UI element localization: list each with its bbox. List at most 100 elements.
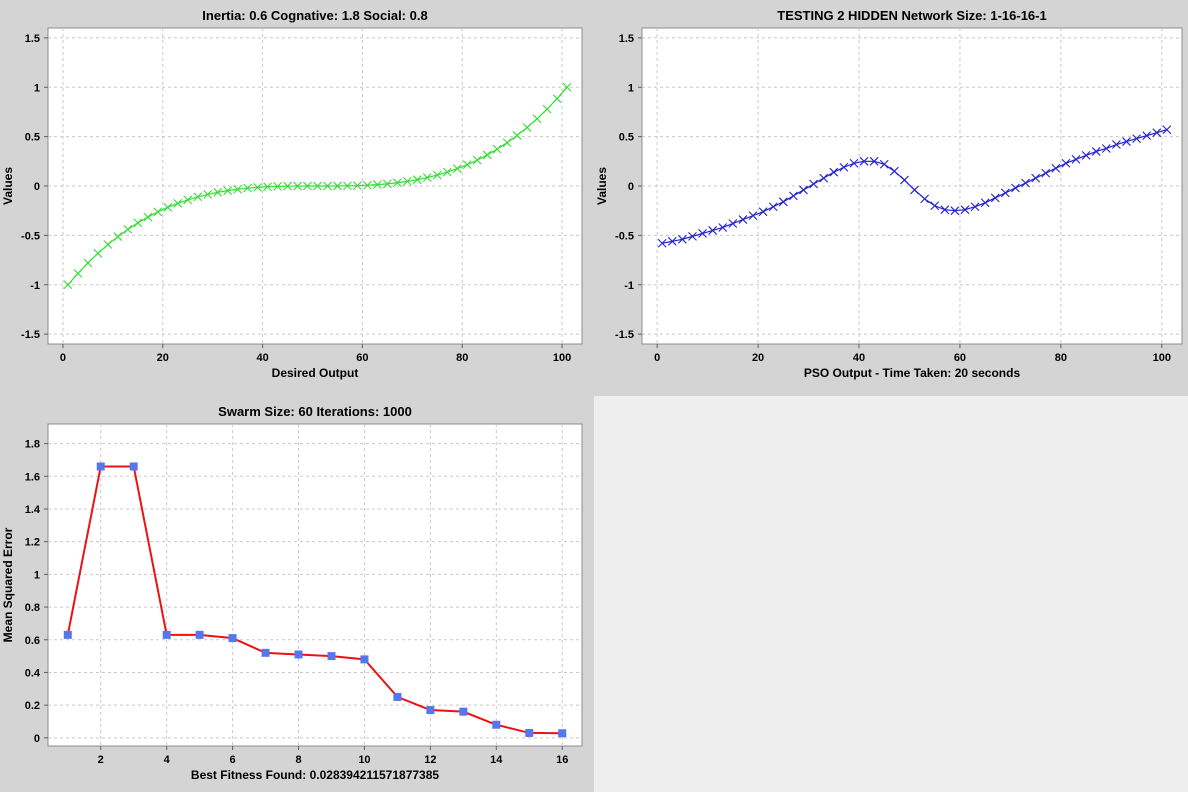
- data-point: [129, 462, 138, 471]
- data-point: [879, 159, 889, 169]
- y-axis-label: Values: [1, 167, 15, 205]
- data-point: [73, 268, 83, 278]
- desired-output-chart: 0 20 40 60 80 100 -1.5 -1 -0.5 0 0.5 1 1.5 Inertia: 0…: [1, 8, 583, 380]
- data-point: [1152, 128, 1162, 138]
- data-point: [452, 164, 462, 174]
- y-tick-label: 1.5: [619, 33, 634, 45]
- y-tick-label: 0: [628, 181, 634, 193]
- data-point: [482, 150, 492, 160]
- x-tick-label: 4: [164, 754, 171, 766]
- data-point: [532, 114, 542, 124]
- data-point: [1101, 144, 1111, 153]
- data-point: [768, 202, 778, 212]
- data-point: [343, 181, 352, 191]
- data-point: [293, 181, 302, 191]
- plot-area: [47, 423, 583, 747]
- x-tick-label: 0: [654, 352, 660, 364]
- data-point: [203, 190, 213, 199]
- data-point: [1000, 188, 1010, 198]
- desired-output-chart-panel: 0 20 40 60 80 100 -1.5 -1 -0.5 0 0.5 1 1.5 Inertia: 0…: [0, 0, 594, 396]
- data-point: [889, 166, 899, 176]
- data-point: [412, 175, 422, 185]
- data-point: [163, 202, 173, 212]
- y-tick-label: 1.4: [25, 504, 41, 516]
- data-point: [213, 187, 223, 197]
- data-point: [442, 167, 452, 177]
- x-tick-label: 12: [424, 754, 436, 766]
- x-tick-label: 10: [358, 754, 370, 766]
- data-point: [432, 170, 442, 180]
- x-tick-label: 100: [553, 352, 571, 364]
- data-point: [950, 206, 960, 216]
- data-point: [677, 234, 687, 244]
- data-point: [459, 707, 468, 716]
- data-point: [223, 186, 233, 195]
- x-tick-label: 40: [853, 352, 865, 364]
- data-point: [799, 185, 808, 195]
- x-tick-label: 0: [60, 352, 66, 364]
- x-axis-label: PSO Output - Time Taken: 20 seconds: [804, 366, 1021, 380]
- y-axis-label: Mean Squared Error: [1, 527, 15, 642]
- data-point: [123, 224, 133, 234]
- data-point: [392, 178, 402, 188]
- data-point: [718, 223, 728, 232]
- data-point: [688, 231, 697, 241]
- data-point: [1112, 140, 1121, 149]
- x-tick-label: 6: [230, 754, 236, 766]
- data-point: [1021, 178, 1030, 188]
- data-point: [869, 156, 879, 166]
- pso-output-chart-panel: 0 20 40 60 80 100 -1.5 -1 -0.5 0 0.5 1 1.5 TESTING 2 …: [594, 0, 1188, 396]
- data-point: [183, 195, 193, 205]
- data-point: [393, 692, 402, 701]
- data-point: [542, 104, 552, 114]
- x-tick-label: 100: [1153, 352, 1171, 364]
- data-point: [63, 280, 73, 290]
- data-point: [1142, 131, 1152, 141]
- pso-output-chart: 0 20 40 60 80 100 -1.5 -1 -0.5 0 0.5 1 1.5 TESTING 2 …: [595, 8, 1183, 380]
- data-point: [849, 158, 859, 168]
- y-tick-label: 0.5: [619, 132, 634, 144]
- data-point: [829, 167, 839, 177]
- data-point: [143, 212, 153, 222]
- data-point: [1162, 125, 1172, 135]
- y-tick-label: 0: [34, 181, 40, 193]
- y-tick-label: -1.5: [21, 329, 40, 341]
- data-point: [193, 192, 203, 202]
- data-point: [1031, 173, 1041, 183]
- x-axis-label: Best Fitness Found: 0.028394211571877385: [191, 768, 439, 782]
- data-point: [360, 655, 369, 664]
- data-point: [960, 205, 970, 215]
- x-tick-label: 16: [556, 754, 568, 766]
- y-tick-label: 1: [628, 82, 634, 94]
- data-point: [859, 156, 869, 166]
- chart-title: TESTING 2 HIDDEN Network Size: 1-16-16-1: [777, 8, 1046, 23]
- data-point: [657, 238, 667, 248]
- data-point: [728, 219, 738, 228]
- data-point: [63, 630, 72, 639]
- x-tick-label: 60: [954, 352, 966, 364]
- data-point: [372, 180, 382, 190]
- y-tick-label: -0.5: [21, 230, 40, 242]
- data-point: [153, 207, 163, 217]
- data-point: [558, 729, 567, 738]
- y-tick-label: 1: [34, 82, 40, 94]
- x-tick-label: 14: [490, 754, 503, 766]
- y-tick-label: 0.2: [25, 700, 40, 712]
- y-tick-label: -0.5: [615, 230, 634, 242]
- data-point: [667, 236, 677, 246]
- y-tick-label: 1: [34, 569, 40, 581]
- y-tick-label: 1.2: [25, 537, 40, 549]
- data-point: [778, 197, 788, 207]
- chart-title: Inertia: 0.6 Cognative: 1.8 Social: 0.8: [202, 8, 427, 23]
- data-point: [512, 131, 522, 140]
- data-point: [698, 229, 707, 238]
- x-tick-label: 80: [456, 352, 468, 364]
- empty-area: [594, 396, 1188, 792]
- data-point: [492, 144, 502, 154]
- data-point: [243, 183, 253, 193]
- data-point: [195, 630, 204, 639]
- data-point: [920, 194, 930, 204]
- x-tick-label: 80: [1055, 352, 1067, 364]
- data-point: [738, 215, 748, 224]
- data-point: [313, 181, 322, 191]
